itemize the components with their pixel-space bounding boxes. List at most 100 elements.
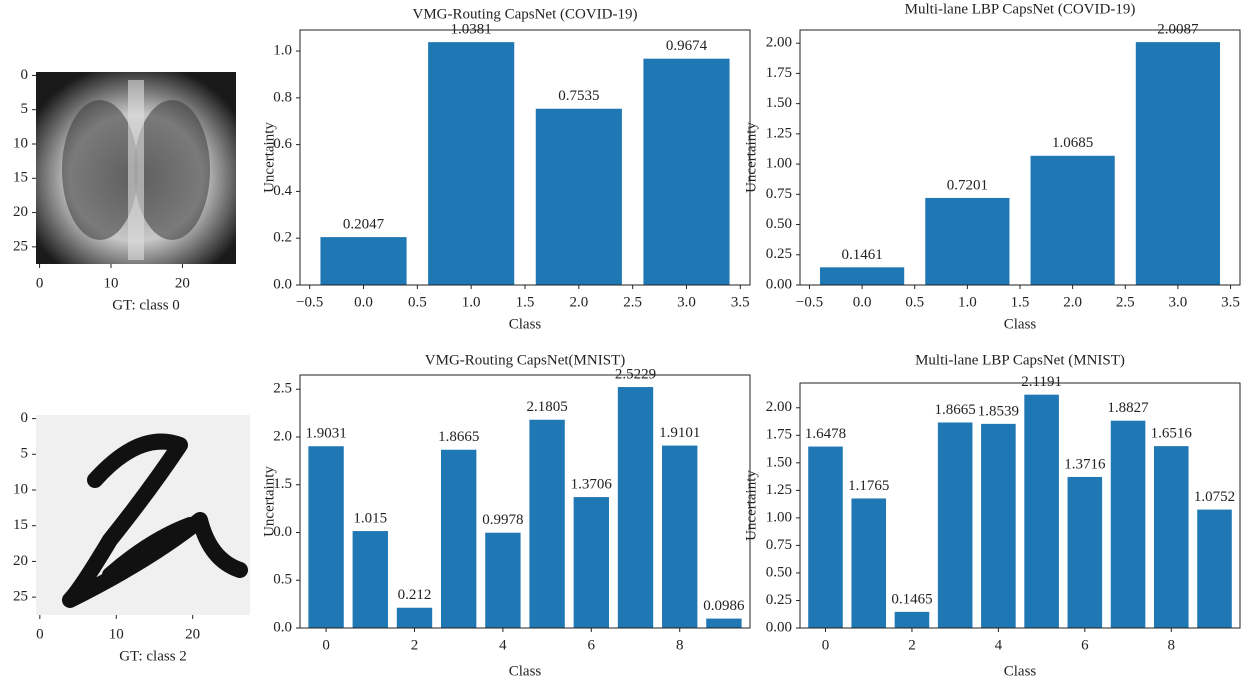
axes-frame (299, 374, 751, 629)
bar (925, 197, 1010, 285)
y-axis-label: Uncertainty (261, 466, 277, 537)
y-tick-label: 0.75 (766, 186, 792, 202)
y-axis-label: Uncertainty (743, 122, 759, 193)
caption: GT: class 2 (119, 648, 187, 664)
x-tick-label: 0 (822, 637, 830, 653)
bar (617, 387, 654, 628)
y-tick-label: 1.25 (766, 482, 792, 498)
y-tick-label: 1.50 (766, 454, 792, 470)
bar (1067, 476, 1103, 628)
bar-label: 0.1465 (891, 591, 932, 607)
y-tick-label: 0.6 (273, 136, 292, 152)
x-tick-label: 2.5 (623, 294, 642, 310)
x-tick-label: 10 (104, 275, 119, 291)
bar-label: 2.1191 (1021, 374, 1062, 390)
x-tick-label: 0 (36, 275, 44, 291)
y-tick-label: 15 (13, 170, 28, 186)
bar (441, 449, 477, 628)
x-tick-label: 0.0 (354, 294, 373, 310)
chart-title: VMG-Routing CapsNet(MNIST) (425, 352, 625, 368)
y-tick-label: 0.25 (766, 592, 792, 608)
bar-label: 1.8827 (1107, 400, 1149, 416)
bar-label: 0.7535 (558, 88, 599, 104)
x-tick-label: 8 (1168, 637, 1176, 653)
bar (1110, 420, 1146, 628)
y-tick-label: 0.0 (273, 276, 292, 292)
y-tick-label: 0.50 (766, 564, 792, 580)
y-tick-label: 0.00 (766, 276, 792, 292)
bar-label: 0.9674 (666, 38, 708, 54)
bar-label: 1.9101 (659, 425, 700, 441)
bar (485, 532, 521, 628)
x-tick-label: 1.5 (1011, 294, 1030, 310)
y-tick-label: 0.00 (766, 619, 792, 635)
x-tick-label: −0.5 (296, 294, 323, 310)
x-tick-label: −0.5 (796, 294, 823, 310)
y-tick-label: 0.0 (273, 619, 292, 635)
axes-frame (799, 29, 1241, 286)
bar (820, 267, 905, 285)
y-tick-label: 2.00 (766, 399, 792, 415)
bar-label: 1.6516 (1151, 426, 1193, 442)
bar (428, 42, 515, 286)
bar (1024, 394, 1059, 628)
y-tick-label: 5 (21, 101, 29, 117)
bar-label: 1.3706 (571, 477, 613, 493)
x-tick-label: 2.5 (1116, 294, 1135, 310)
bar-label: 1.1765 (848, 478, 889, 494)
chart-title: VMG-Routing CapsNet (COVID-19) (413, 6, 638, 22)
x-tick-label: 6 (1081, 637, 1089, 653)
x-tick-label: 20 (185, 626, 200, 642)
bar-label: 1.8665 (935, 402, 976, 418)
y-tick-label: 10 (13, 481, 28, 497)
y-tick-label: 0.4 (273, 183, 292, 199)
x-tick-label: 20 (175, 275, 190, 291)
bar-label: 0.9978 (482, 512, 523, 528)
y-tick-label: 2.0 (273, 428, 292, 444)
y-tick-label: 0.25 (766, 246, 792, 262)
x-tick-label: 3.0 (1169, 294, 1188, 310)
bar (320, 237, 407, 285)
y-tick-label: 25 (13, 238, 28, 254)
x-tick-label: 3.5 (1221, 294, 1240, 310)
y-tick-label: 0.8 (273, 89, 292, 105)
axes-frame (299, 29, 751, 286)
x-tick-label: 1.5 (516, 294, 535, 310)
x-tick-label: 3.0 (677, 294, 696, 310)
bar-label: 1.6478 (805, 426, 846, 442)
y-tick-label: 1.5 (273, 476, 292, 492)
bar (706, 618, 742, 628)
y-tick-label: 25 (13, 589, 28, 605)
y-tick-label: 0.75 (766, 537, 792, 553)
bar-label: 0.1461 (841, 247, 882, 263)
x-tick-label: 10 (109, 626, 124, 642)
bar (981, 423, 1016, 628)
bar-label: 1.0752 (1194, 489, 1235, 505)
x-tick-label: 6 (588, 637, 596, 653)
bar (352, 531, 388, 628)
bar-label: 0.2047 (343, 217, 385, 233)
axes-frame (799, 382, 1241, 629)
y-axis-label: Uncertainty (261, 122, 277, 193)
y-tick-label: 0.0 (273, 524, 292, 540)
y-tick-label: 0 (21, 410, 29, 426)
y-tick-label: 1.75 (766, 65, 792, 81)
x-tick-label: 2.0 (569, 294, 588, 310)
x-tick-label: 2.0 (1063, 294, 1082, 310)
y-tick-label: 10 (13, 135, 28, 151)
bar (1197, 509, 1232, 628)
bar-label: 1.9031 (305, 426, 346, 442)
bar (308, 446, 344, 628)
bar-label: 0.212 (398, 587, 432, 603)
bar (1135, 42, 1220, 285)
bar-label: 1.015 (353, 510, 387, 526)
chart-title: Multi-lane LBP CapsNet (COVID-19) (905, 1, 1136, 17)
x-tick-label: 2 (908, 637, 916, 653)
y-tick-label: 0 (21, 67, 29, 83)
bar-label: 1.3716 (1064, 456, 1106, 472)
x-tick-label: 4 (499, 637, 507, 653)
x-axis-label: Class (509, 316, 542, 332)
y-tick-label: 1.0 (273, 42, 292, 58)
y-tick-label: 1.75 (766, 427, 792, 443)
bar (529, 419, 565, 628)
